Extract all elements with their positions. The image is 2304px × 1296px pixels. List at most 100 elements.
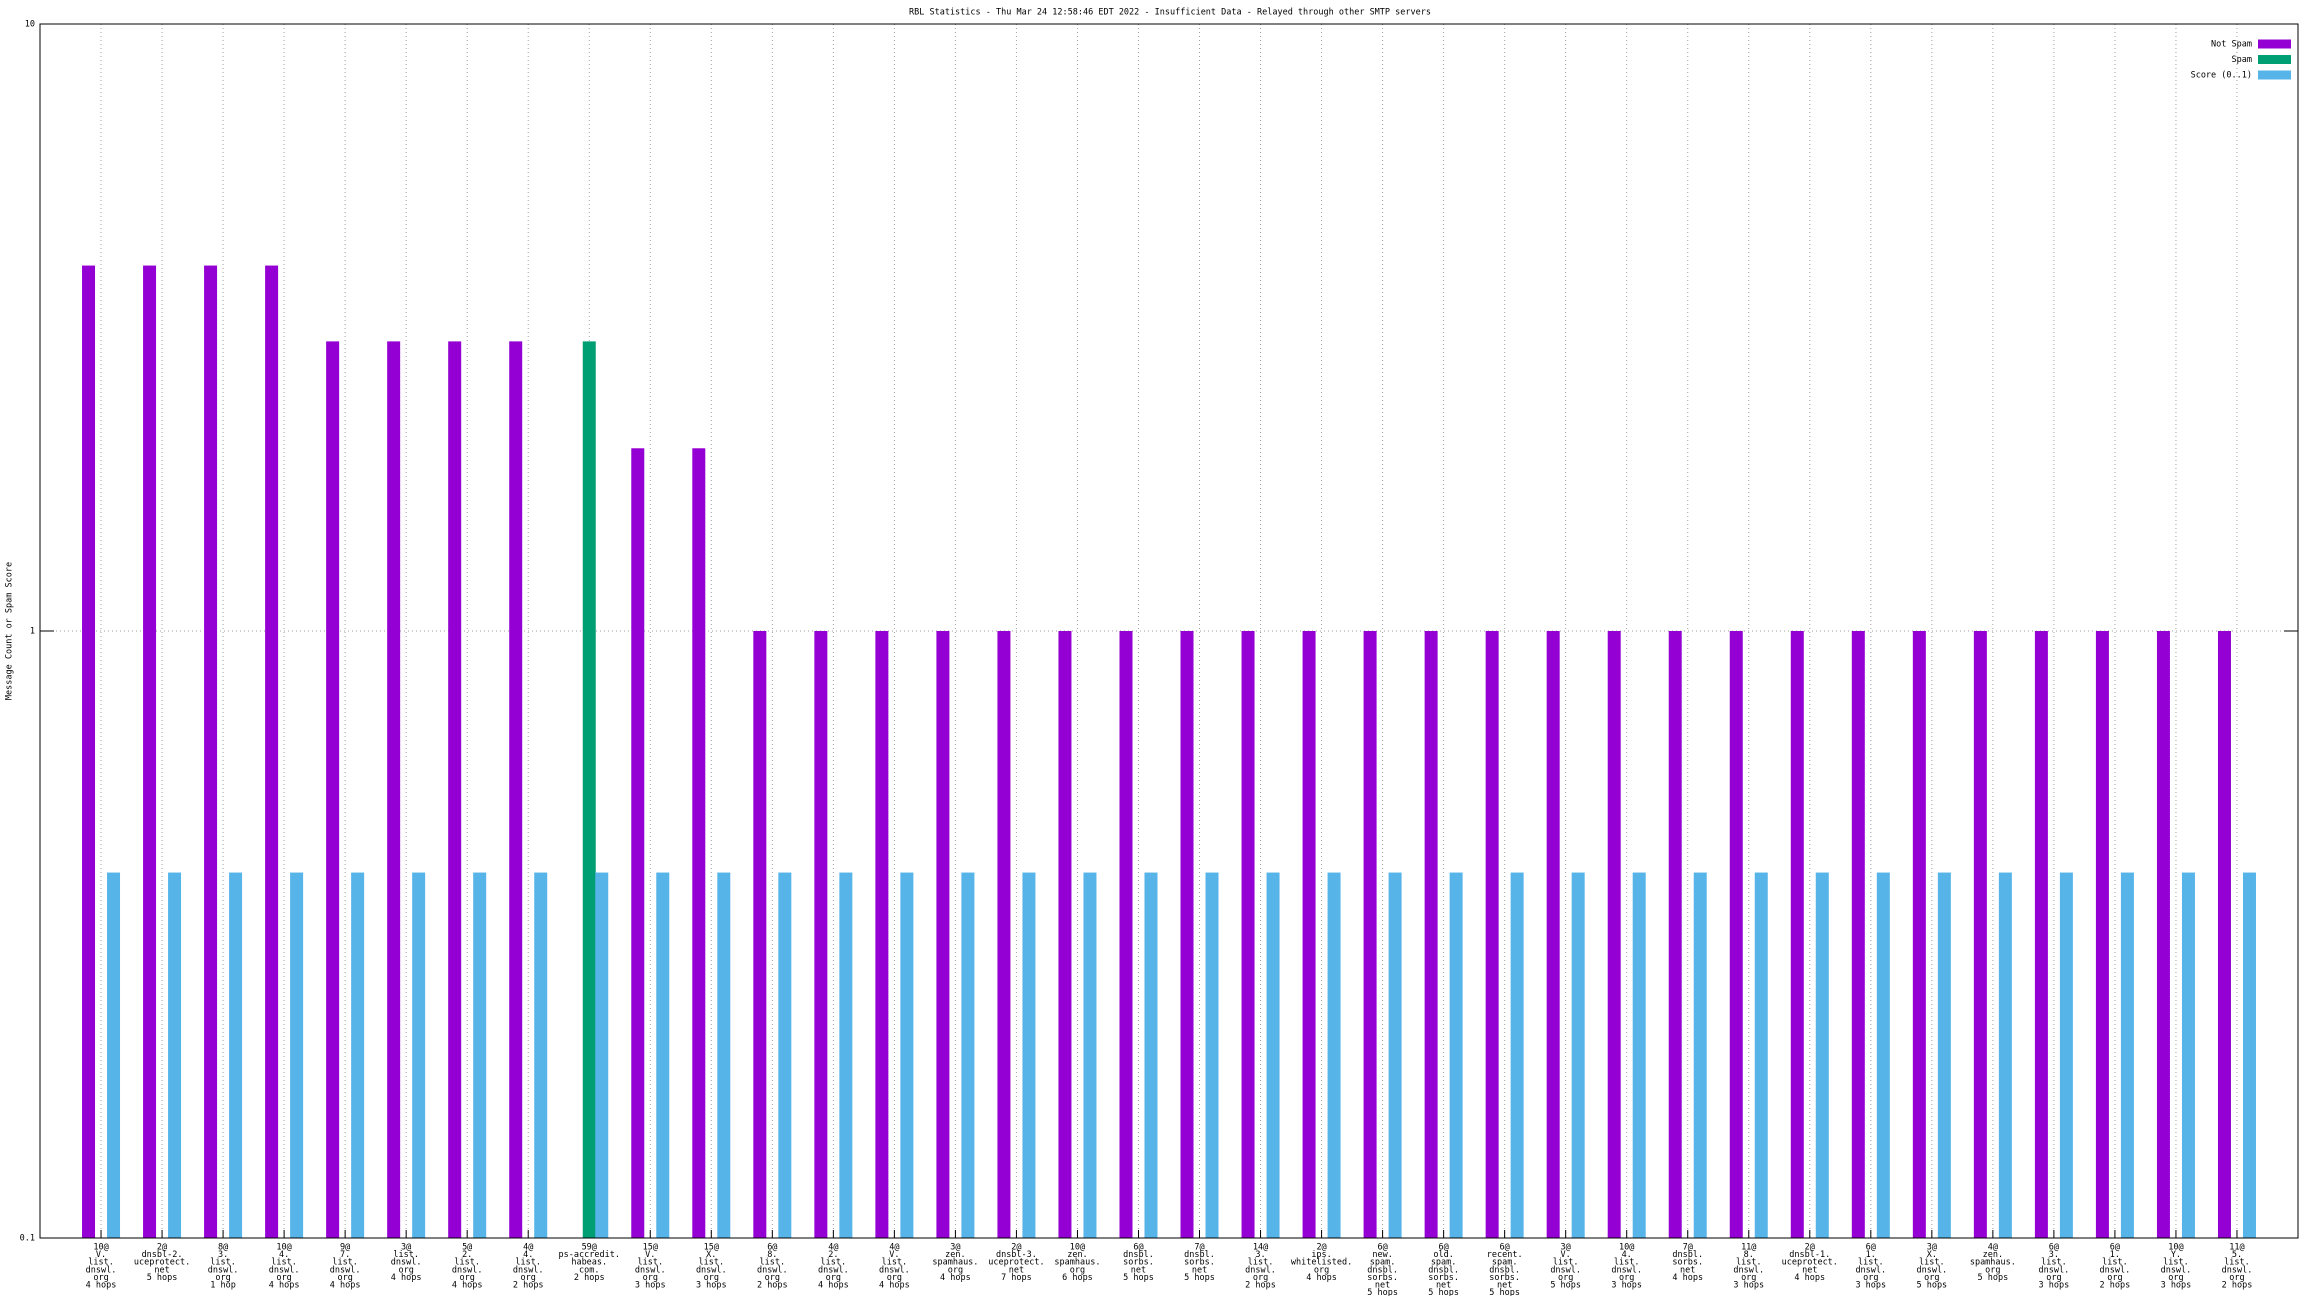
x-tick-label: 14@ xyxy=(1253,1243,1268,1253)
bar xyxy=(509,341,523,1238)
x-tick-label: dnswl. xyxy=(391,1258,422,1268)
x-tick-label: org xyxy=(398,1265,413,1275)
x-tick-label: org xyxy=(765,1273,780,1283)
x-tick-label: 6@ xyxy=(1438,1243,1448,1253)
bar xyxy=(631,448,645,1238)
bar xyxy=(1693,872,1707,1238)
bar xyxy=(875,631,889,1238)
x-tick-label: dnswl. xyxy=(1916,1265,1947,1275)
x-tick-label: 6@ xyxy=(1133,1243,1143,1253)
x-tick-label: 6@ xyxy=(1377,1243,1387,1253)
bar xyxy=(290,872,304,1238)
x-tick-label: 3. xyxy=(1255,1250,1265,1260)
x-tick-label: dnswl. xyxy=(2100,1265,2131,1275)
x-tick-label: 6 hops xyxy=(1062,1273,1093,1283)
x-tick-label: 10@ xyxy=(276,1243,291,1253)
bar xyxy=(997,631,1011,1238)
x-tick-label: 2 hops xyxy=(574,1273,605,1283)
bar xyxy=(1668,631,1682,1238)
x-tick-label: 4 hops xyxy=(879,1281,910,1291)
x-tick-label: 3. xyxy=(218,1250,228,1260)
x-tick-label: 3 hops xyxy=(1611,1281,1642,1291)
x-tick-label: dnswl. xyxy=(269,1265,300,1275)
x-tick-label: 10@ xyxy=(2168,1243,2183,1253)
x-tick-label: com. xyxy=(579,1265,599,1275)
x-tick-label: 15@ xyxy=(704,1243,719,1253)
bar xyxy=(1632,872,1646,1238)
x-tick-label: 7. xyxy=(340,1250,350,1260)
bar xyxy=(656,872,670,1238)
x-tick-label: X. xyxy=(1927,1250,1937,1260)
x-tick-label: list. xyxy=(2163,1258,2189,1268)
x-tick-label: org xyxy=(1619,1273,1634,1283)
bar xyxy=(1424,631,1438,1238)
bar xyxy=(1912,631,1926,1238)
legend-label: Score (0..1) xyxy=(2191,71,2252,81)
x-tick-label: 2@ xyxy=(157,1243,167,1253)
x-tick-label: 7@ xyxy=(1683,1243,1693,1253)
bar xyxy=(534,872,548,1238)
x-tick-label: ips. xyxy=(1311,1250,1331,1260)
x-tick-label: dnsbl. xyxy=(1428,1265,1459,1275)
x-tick-label: list. xyxy=(1858,1258,1884,1268)
x-tick-label: spam. xyxy=(1492,1258,1518,1268)
bar xyxy=(1546,631,1560,1238)
bar xyxy=(778,872,792,1238)
x-tick-label: net xyxy=(1680,1265,1695,1275)
x-tick-label: 2 hops xyxy=(1245,1281,1276,1291)
x-tick-label: sorbs. xyxy=(1367,1273,1398,1283)
x-tick-label: dnswl. xyxy=(818,1265,849,1275)
bar xyxy=(1790,631,1804,1238)
x-tick-label: list. xyxy=(454,1258,480,1268)
x-tick-label: dnsbl. xyxy=(1367,1265,1398,1275)
x-tick-label: list. xyxy=(821,1258,847,1268)
x-tick-label: X. xyxy=(706,1250,716,1260)
x-tick-label: 15@ xyxy=(643,1243,658,1253)
x-tick-label: org xyxy=(2107,1273,2122,1283)
bar xyxy=(2059,872,2073,1238)
x-tick-label: list. xyxy=(637,1258,663,1268)
x-tick-label: list. xyxy=(210,1258,236,1268)
x-tick-label: dnswl. xyxy=(1855,1265,1886,1275)
x-tick-label: org xyxy=(1924,1273,1939,1283)
x-tick-label: 3 hops xyxy=(1855,1281,1886,1291)
x-tick-label: dnswl. xyxy=(513,1265,544,1275)
bar xyxy=(1485,631,1499,1238)
x-tick-label: 3@ xyxy=(1561,1243,1571,1253)
x-tick-label: 8@ xyxy=(218,1243,228,1253)
x-tick-label: org xyxy=(1985,1265,2000,1275)
x-tick-label: list. xyxy=(2041,1258,2067,1268)
x-tick-label: dnswl. xyxy=(2039,1265,2070,1275)
bar xyxy=(412,872,426,1238)
bar xyxy=(1876,872,1890,1238)
x-tick-label: org xyxy=(1741,1273,1756,1283)
x-tick-label: 4 hops xyxy=(86,1281,117,1291)
x-tick-label: 5. xyxy=(2232,1250,2242,1260)
x-tick-label: org xyxy=(2229,1273,2244,1283)
bar xyxy=(1302,631,1316,1238)
x-tick-label: list. xyxy=(1736,1258,1762,1268)
bar xyxy=(1571,872,1585,1238)
x-tick-label: 4. xyxy=(1622,1250,1632,1260)
x-tick-label: 3 hops xyxy=(696,1281,727,1291)
x-tick-label: V. xyxy=(889,1250,899,1260)
bar xyxy=(1144,872,1158,1238)
x-tick-label: dnsbl. xyxy=(1184,1250,1215,1260)
x-tick-label: dnswl. xyxy=(86,1265,117,1275)
x-tick-label: 4@ xyxy=(828,1243,838,1253)
x-tick-label: dnswl. xyxy=(330,1265,361,1275)
bar xyxy=(1851,631,1865,1238)
x-tick-label: dnswl. xyxy=(1733,1265,1764,1275)
x-tick-label: spamhaus. xyxy=(1970,1258,2016,1268)
x-tick-label: 11@ xyxy=(1741,1243,1756,1253)
x-tick-label: 2. xyxy=(462,1250,472,1260)
x-tick-label: net xyxy=(1436,1281,1451,1291)
x-tick-label: sorbs. xyxy=(1672,1258,1703,1268)
bar xyxy=(1973,631,1987,1238)
x-tick-label: list. xyxy=(393,1250,419,1260)
x-tick-label: 3@ xyxy=(1927,1243,1937,1253)
x-tick-label: 9@ xyxy=(340,1243,350,1253)
x-tick-label: list. xyxy=(271,1258,297,1268)
